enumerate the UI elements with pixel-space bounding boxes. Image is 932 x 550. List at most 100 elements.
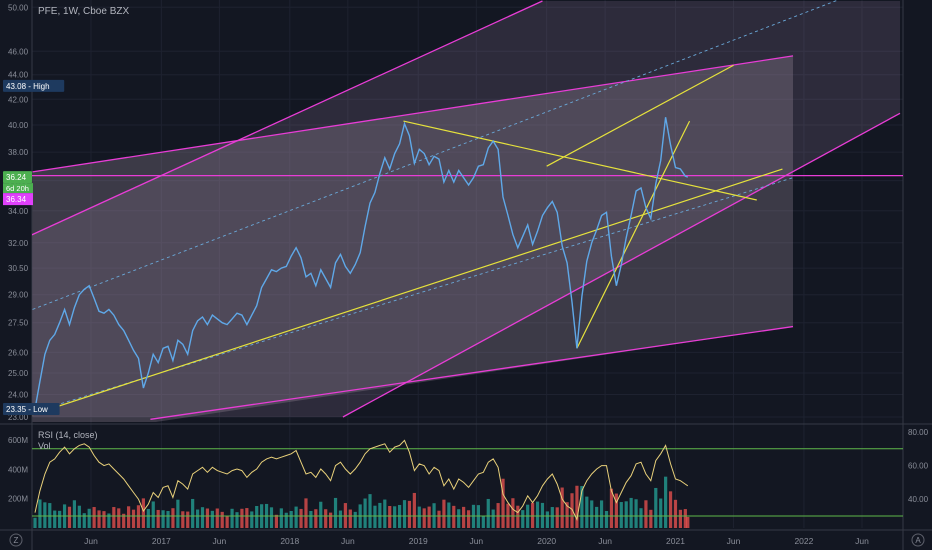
volume-bar [452, 505, 456, 528]
volume-bar [151, 501, 155, 528]
volume-bar [368, 494, 372, 528]
volume-bar [220, 511, 224, 528]
volume-bar [595, 506, 599, 528]
volume-bar [427, 506, 431, 528]
volume-bar [156, 509, 160, 528]
volume-tick-label: 600M [8, 436, 28, 445]
price-tick-label: 40.00 [8, 121, 29, 130]
volume-bar [117, 508, 121, 528]
volume-bar [353, 511, 357, 528]
volume-bar [565, 502, 569, 528]
volume-bar [200, 507, 205, 528]
volume-bar [294, 506, 298, 528]
volume-bar [82, 513, 86, 528]
price-tick-label: 42.00 [8, 95, 29, 104]
volume-bar [511, 498, 515, 528]
pitchfork-upper-line [32, 0, 543, 236]
volume-bar [38, 499, 42, 528]
volume-bar [683, 509, 687, 528]
auto-scale-icon[interactable] [911, 533, 925, 547]
auto-scale-icon-label: A [915, 536, 921, 545]
volume-bar [348, 509, 352, 528]
volume-bar [324, 509, 328, 528]
pink-level-tag-bg [3, 193, 33, 206]
time-tick-label: 2018 [280, 536, 299, 546]
price-tick-label: 30.50 [8, 264, 29, 273]
volume-bar [205, 508, 210, 528]
volume-bar [560, 487, 564, 528]
volume-bar [141, 498, 145, 528]
volume-bar [644, 500, 648, 528]
volume-bar [585, 496, 589, 528]
drawing-tools[interactable] [22, 0, 903, 440]
time-tick-label: Jun [213, 536, 227, 546]
volume-bar [289, 510, 293, 528]
volume-bar [87, 508, 91, 528]
volume-bar [329, 512, 333, 528]
rsi-tick-label: 60.00 [908, 462, 929, 471]
volume-bar [619, 502, 623, 528]
volume-bar [393, 506, 397, 528]
volume-bar [388, 506, 392, 528]
volume-bar [250, 511, 254, 528]
zoom-icon-label: Z [14, 536, 19, 545]
volume-bar [624, 501, 628, 528]
volume-tick-label: 400M [8, 465, 28, 474]
time-tick-label: 2017 [152, 536, 171, 546]
volume-bar [457, 509, 461, 528]
trendline-long [32, 168, 783, 416]
volume-bar [378, 502, 382, 528]
volume-bar [97, 510, 101, 528]
volume-bar [146, 508, 150, 528]
volume-bar [570, 493, 574, 528]
volume-bar [166, 510, 170, 528]
volume-bar [122, 513, 126, 528]
price-tick-label: 46.00 [8, 47, 29, 56]
volume-bar [649, 509, 653, 528]
time-tick-label: Jun [84, 536, 98, 546]
volume-bar [516, 505, 520, 528]
volume-bar [466, 510, 471, 528]
volume-bar [333, 497, 338, 528]
zoom-icon[interactable] [9, 533, 23, 547]
trendline-from-low [576, 120, 691, 349]
volume-bar [417, 506, 421, 528]
volume-bar [550, 507, 554, 528]
volume-bar [535, 501, 540, 528]
volume-bars [33, 476, 690, 528]
price-tick-label: 23.00 [8, 413, 29, 422]
rsi-title[interactable]: RSI (14, close) [38, 430, 98, 440]
volume-bar [501, 478, 505, 528]
volume-bar [590, 500, 594, 528]
volume-bar [77, 505, 81, 528]
vol-label[interactable]: Vol [38, 441, 51, 451]
volume-bar [225, 516, 229, 528]
rsi-line [34, 439, 689, 522]
volume-bar [476, 505, 481, 528]
volume-bar [678, 509, 683, 528]
symbol-title[interactable]: PFE, 1W, Cboe BZX [38, 6, 130, 17]
rsi-group [32, 439, 903, 522]
high-tag: 43.08 - High [6, 82, 50, 91]
median-dashed-line-upper [32, 0, 840, 310]
price-tick-label: 26.00 [8, 348, 29, 357]
last-price-tag: 36.24 [6, 173, 27, 182]
trendline-down [403, 120, 757, 201]
volume-bar [269, 507, 274, 528]
volume-bar [422, 508, 426, 528]
volume-bar [407, 500, 412, 528]
price-tick-label: 34.00 [8, 207, 29, 216]
volume-bar [102, 511, 106, 528]
volume-bar [186, 511, 190, 528]
volume-bar [299, 508, 303, 528]
high-tag-bg [3, 79, 65, 92]
volume-bar [304, 498, 308, 528]
time-tick-label: 2021 [666, 536, 685, 546]
time-tick-label: Jun [727, 536, 741, 546]
price-tick-label: 24.00 [8, 391, 29, 400]
pitchfork-bottom-line [150, 325, 794, 420]
rsi-tick-label: 40.00 [908, 495, 929, 504]
price-tags: 43.08 - High 23.35 - Low 36.24 6d 20h 36.34 [3, 79, 65, 416]
volume-bar [314, 509, 318, 528]
